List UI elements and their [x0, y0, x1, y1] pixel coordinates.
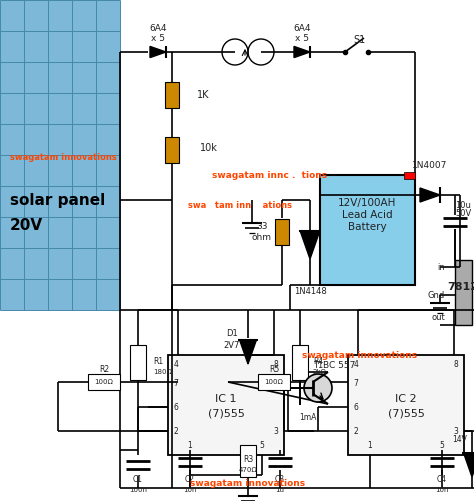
Text: 5: 5 — [260, 441, 264, 450]
Bar — [348, 355, 464, 455]
Text: 100n: 100n — [129, 487, 147, 493]
Text: 50V: 50V — [455, 208, 471, 217]
Text: C2: C2 — [185, 475, 195, 484]
Text: R2: R2 — [99, 366, 109, 375]
Bar — [240, 445, 256, 477]
Text: swagatam innovations: swagatam innovations — [10, 152, 117, 161]
Text: 8: 8 — [273, 360, 278, 369]
Text: 33
ohm: 33 ohm — [252, 222, 272, 241]
Text: 4: 4 — [354, 360, 358, 369]
Bar — [320, 175, 415, 285]
Text: 1N4148: 1N4148 — [293, 288, 327, 297]
Text: 5: 5 — [439, 441, 445, 450]
Text: 1: 1 — [188, 441, 192, 450]
Bar — [0, 0, 120, 310]
Text: 180Ω: 180Ω — [153, 369, 172, 375]
Polygon shape — [300, 231, 320, 259]
Text: 7: 7 — [354, 378, 358, 387]
Text: 1: 1 — [368, 441, 373, 450]
Text: 2kΩ: 2kΩ — [313, 369, 327, 375]
Text: 1mA: 1mA — [299, 413, 317, 422]
Text: 470Ω: 470Ω — [238, 467, 257, 473]
Text: C1: C1 — [133, 475, 143, 484]
Text: 6: 6 — [173, 402, 178, 411]
Text: swa   tam inn    ations: swa tam inn ations — [188, 200, 292, 209]
Text: 100Ω: 100Ω — [94, 379, 113, 385]
Text: 7: 7 — [173, 378, 178, 387]
Polygon shape — [150, 47, 166, 58]
Text: out: out — [431, 314, 445, 323]
Text: 3: 3 — [454, 426, 458, 435]
Text: solar panel: solar panel — [10, 192, 105, 207]
Text: swagatam innovations: swagatam innovations — [191, 478, 306, 487]
Text: x 5: x 5 — [295, 34, 309, 43]
Bar — [165, 137, 179, 163]
Text: D1: D1 — [226, 330, 238, 339]
Bar — [455, 260, 472, 325]
Text: 100Ω: 100Ω — [264, 379, 283, 385]
Text: (7)555: (7)555 — [208, 408, 245, 418]
Polygon shape — [464, 453, 474, 477]
Text: 1u: 1u — [275, 487, 284, 493]
Text: in: in — [437, 263, 445, 272]
Text: 14V: 14V — [452, 435, 467, 444]
Bar — [258, 374, 290, 390]
Text: 10n: 10n — [435, 487, 449, 493]
Text: C4: C4 — [437, 475, 447, 484]
Text: swagatam innc .  tions: swagatam innc . tions — [212, 170, 328, 179]
Text: 7812: 7812 — [447, 282, 474, 292]
Text: R4: R4 — [313, 358, 323, 367]
Text: x 5: x 5 — [151, 34, 165, 43]
Bar — [168, 355, 284, 455]
Text: (7)555: (7)555 — [388, 408, 424, 418]
Text: 1K: 1K — [197, 90, 210, 100]
Text: 4: 4 — [173, 360, 178, 369]
Text: 2: 2 — [354, 426, 358, 435]
Text: 20V: 20V — [10, 217, 43, 232]
Bar — [404, 172, 415, 179]
Text: 1N4007: 1N4007 — [412, 160, 447, 169]
Text: 10n: 10n — [183, 487, 197, 493]
Text: R1: R1 — [153, 358, 163, 367]
Text: C3: C3 — [275, 475, 285, 484]
Polygon shape — [239, 340, 256, 364]
Text: 8: 8 — [454, 360, 458, 369]
Text: 10u: 10u — [455, 200, 471, 209]
Text: 12V/100AH
Lead Acid
Battery: 12V/100AH Lead Acid Battery — [338, 198, 396, 231]
Text: BC 557: BC 557 — [323, 362, 356, 371]
Text: 6A4: 6A4 — [293, 24, 311, 33]
Text: S1: S1 — [354, 35, 366, 45]
Bar — [275, 219, 289, 245]
Text: R3: R3 — [243, 455, 253, 464]
Text: 6: 6 — [354, 402, 358, 411]
Bar — [292, 345, 308, 380]
Text: R5: R5 — [269, 366, 279, 375]
Text: swagatam innovations: swagatam innovations — [302, 351, 418, 360]
Polygon shape — [420, 188, 440, 202]
Text: 6A4: 6A4 — [149, 24, 167, 33]
Bar — [130, 345, 146, 380]
Text: IC 2: IC 2 — [395, 394, 417, 404]
Bar — [165, 82, 179, 108]
Text: 2V7: 2V7 — [224, 341, 240, 350]
Text: 3: 3 — [273, 426, 278, 435]
Bar — [88, 374, 120, 390]
Text: IC 1: IC 1 — [215, 394, 237, 404]
Text: 2: 2 — [173, 426, 178, 435]
Text: 10k: 10k — [200, 143, 218, 153]
Text: T1: T1 — [313, 362, 323, 371]
Text: Gnd: Gnd — [428, 291, 445, 300]
Polygon shape — [294, 47, 310, 58]
Circle shape — [304, 374, 332, 402]
